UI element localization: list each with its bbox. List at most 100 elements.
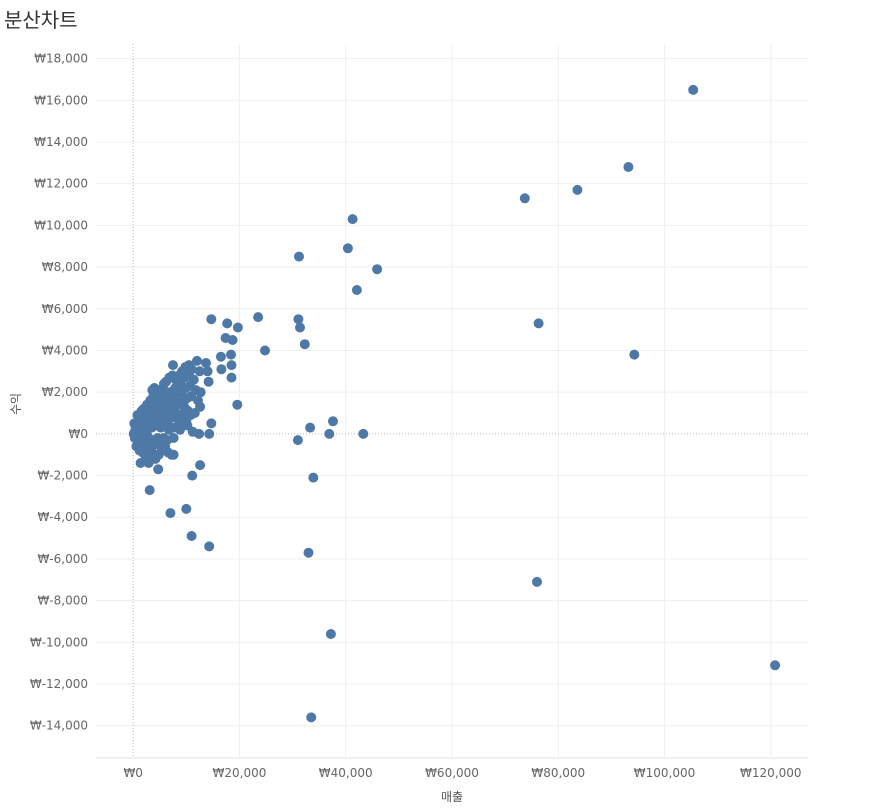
data-point[interactable]	[623, 162, 634, 172]
y-tick-label: ₩-8,000	[37, 594, 88, 608]
data-point[interactable]	[155, 422, 166, 433]
data-point[interactable]	[688, 84, 699, 95]
data-point[interactable]	[186, 531, 197, 541]
x-tick-label: ₩80,000	[531, 766, 585, 780]
data-point[interactable]	[175, 424, 185, 435]
y-tick-label: ₩16,000	[34, 93, 88, 107]
data-point[interactable]	[372, 264, 383, 275]
data-point[interactable]	[204, 541, 215, 552]
chart-title: 분산차트	[4, 8, 78, 32]
y-tick-label: ₩10,000	[34, 218, 88, 232]
y-tick-label: ₩2,000	[42, 385, 88, 399]
data-point[interactable]	[165, 508, 176, 519]
data-point[interactable]	[147, 385, 158, 396]
data-point[interactable]	[181, 503, 192, 514]
data-point[interactable]	[328, 416, 338, 427]
data-point[interactable]	[192, 355, 202, 366]
data-point[interactable]	[215, 351, 226, 362]
y-tick-label: ₩-14,000	[30, 719, 88, 733]
data-point[interactable]	[202, 366, 213, 377]
data-point[interactable]	[325, 629, 336, 639]
x-tick-label: ₩120,000	[740, 766, 802, 780]
data-point[interactable]	[194, 366, 205, 377]
y-tick-label: ₩4,000	[42, 343, 88, 357]
data-point[interactable]	[260, 345, 270, 356]
y-tick-label: ₩18,000	[34, 52, 88, 66]
x-tick-label: ₩0	[123, 766, 143, 780]
data-point[interactable]	[156, 389, 167, 400]
data-point[interactable]	[533, 318, 544, 329]
data-point[interactable]	[186, 364, 197, 375]
data-point[interactable]	[532, 576, 542, 587]
data-point[interactable]	[770, 660, 781, 671]
data-point[interactable]	[253, 312, 264, 323]
data-point[interactable]	[232, 322, 243, 333]
data-point[interactable]	[169, 405, 180, 416]
y-tick-label: ₩12,000	[34, 177, 88, 191]
data-point[interactable]	[190, 385, 201, 396]
data-point[interactable]	[188, 374, 199, 385]
data-point[interactable]	[308, 472, 319, 483]
y-axis-label: 수익	[9, 393, 23, 415]
data-point[interactable]	[305, 422, 316, 433]
data-point[interactable]	[519, 193, 530, 204]
data-point[interactable]	[299, 339, 310, 350]
y-tick-label: ₩-4,000	[37, 510, 88, 524]
data-point[interactable]	[226, 349, 236, 360]
y-tick-label: ₩0	[69, 427, 89, 441]
data-point[interactable]	[351, 285, 362, 295]
data-point[interactable]	[342, 243, 353, 254]
data-point[interactable]	[227, 335, 238, 345]
data-point[interactable]	[153, 464, 164, 475]
data-point[interactable]	[194, 428, 205, 439]
data-point[interactable]	[629, 349, 640, 360]
data-point[interactable]	[295, 322, 305, 333]
data-point[interactable]	[133, 439, 144, 450]
data-point[interactable]	[159, 378, 169, 389]
data-point[interactable]	[206, 314, 217, 325]
data-point[interactable]	[226, 372, 237, 383]
data-point[interactable]	[129, 418, 140, 429]
data-point[interactable]	[216, 364, 227, 375]
tick-labels: ₩-14,000 ₩-12,000 ₩-10,000 ₩-8,000 ₩-6,000 ₩-…	[30, 52, 802, 780]
data-point[interactable]	[136, 405, 147, 416]
data-point[interactable]	[152, 433, 163, 443]
data-point[interactable]	[163, 447, 174, 458]
y-tick-label: ₩-6,000	[37, 552, 88, 566]
data-point[interactable]	[201, 358, 211, 368]
grid	[96, 44, 808, 757]
data-point[interactable]	[193, 395, 203, 406]
x-tick-label: ₩100,000	[634, 766, 696, 780]
data-point[interactable]	[172, 395, 183, 406]
data-point[interactable]	[163, 397, 174, 408]
data-point[interactable]	[572, 184, 583, 195]
x-tick-label: ₩40,000	[319, 766, 373, 780]
data-point[interactable]	[226, 360, 237, 371]
data-point[interactable]	[168, 433, 179, 443]
data-point[interactable]	[204, 428, 215, 439]
data-point[interactable]	[203, 376, 214, 387]
data-point[interactable]	[232, 399, 243, 410]
data-point[interactable]	[293, 314, 304, 325]
data-point[interactable]	[306, 712, 317, 723]
data-point[interactable]	[347, 214, 358, 225]
y-tick-label: ₩-2,000	[37, 469, 88, 483]
data-point[interactable]	[206, 418, 217, 429]
data-point[interactable]	[143, 422, 154, 433]
data-point[interactable]	[222, 318, 233, 329]
data-point[interactable]	[187, 470, 198, 481]
data-point[interactable]	[358, 428, 369, 439]
data-point[interactable]	[144, 485, 155, 496]
y-tick-label: ₩-12,000	[30, 677, 88, 691]
data-point[interactable]	[303, 547, 314, 558]
y-tick-label: ₩-10,000	[30, 635, 88, 649]
data-point[interactable]	[146, 443, 157, 454]
data-point[interactable]	[324, 428, 335, 439]
data-point[interactable]	[195, 460, 206, 471]
data-point[interactable]	[168, 360, 178, 371]
data-point[interactable]	[294, 251, 304, 262]
data-point[interactable]	[292, 435, 303, 446]
data-point[interactable]	[181, 416, 192, 427]
data-point[interactable]	[179, 401, 190, 412]
